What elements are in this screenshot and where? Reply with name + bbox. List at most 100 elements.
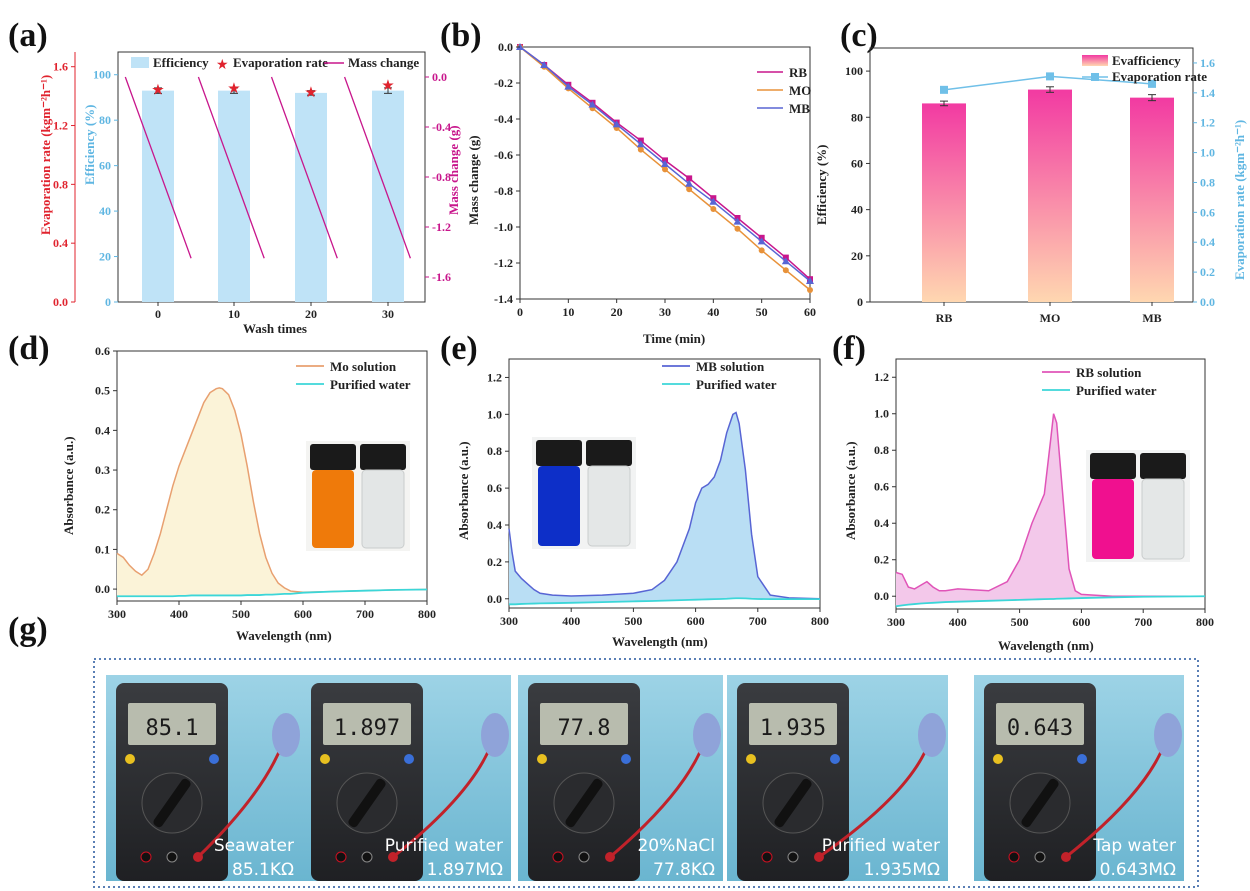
legend-b-label: MO [789,83,811,98]
select-button [125,754,135,764]
chart-b: 0.0 -0.2 -0.4 -0.6 -0.8 -1.0 -1.2 -1.4 0 10 20 30 40… [466,40,816,346]
panel-label-b: (b) [440,17,482,54]
hold-button [1077,754,1087,764]
panel-label-d: (d) [8,330,50,367]
chart-e-ytick-label: 0.6 [487,481,502,495]
legend-c-eff-swatch [1082,55,1108,66]
axis-a-evap-ytick-label: 1.6 [53,60,68,74]
chart-c-ytick-label: 20 [851,249,863,263]
chart-f-xtick-label: 400 [949,615,967,629]
chart-d-ytick-label: 0.1 [95,542,110,556]
legend-label: MB solution [696,359,765,374]
chart-d-ytick-label: 0.4 [95,423,110,437]
multimeter-readout: 1.897 [334,716,400,741]
chart-c-ytick-label: 0 [857,295,863,309]
chart-c-right-ytick-label: 0.8 [1200,175,1215,189]
panel-label-e: (e) [440,330,478,367]
chart-f-ytick-label: 1.2 [874,370,889,384]
chart-d-xtick-label: 300 [108,607,126,621]
select-button [746,754,756,764]
caption-resistance: 85.1KΩ [232,860,294,880]
probe-wire [196,744,284,859]
series-line-water [895,595,1206,608]
multimeter-photo: 85.1 Seawater 85.1KΩ [106,675,302,881]
absorbance-area [117,387,427,597]
chart-f-ytick-label: 0.6 [874,480,889,494]
evaporation-point: ★ [382,77,394,92]
probe-wire [392,744,493,859]
chart-f-xtick-label: 300 [887,615,905,629]
axis-a-mass-ytick-label: -1.2 [432,220,451,234]
data-point-MB [757,237,766,245]
mass-change-line [343,76,411,259]
data-point-MO [782,267,789,274]
probe-wire [609,744,705,859]
chart-d-ytick-label: 0.3 [95,463,110,477]
multimeter-photo: 1.935 Purified water 1.935MΩ [727,675,948,881]
legend-a-evap: Evaporation rate [233,55,328,70]
panel-label-a: (a) [8,17,48,54]
chart-a-ylabel-mass: Mass change (g) [446,125,461,215]
efficiency-bar [922,103,966,302]
panel-g-border [93,658,1199,888]
evaporation-point [1046,72,1054,81]
chart-b-xtick-label: 50 [756,305,768,319]
chart-f-frame [895,358,1206,610]
axis-a-eff-ytick-label: 80 [99,113,111,127]
chart-d-xtick-label: 500 [232,607,250,621]
evaporation-point [1148,79,1156,88]
multimeter-screen [996,703,1084,745]
panel-label-g: (g) [8,611,48,648]
series-line-solution [895,413,1205,597]
chart-c: 0 20 40 60 80 100 0.0 0.2 0.4 0.6 0.8 1.0 1.2 1.4 1.6… [814,47,1247,325]
chart-b-ytick-label: -0.6 [494,148,513,162]
hold-button [621,754,631,764]
chart-a-ylabel-evap: Evaporation rate (kgm⁻²h⁻¹) [38,75,53,235]
chart-d-ytick-label: 0.5 [95,384,110,398]
caption-resistance: 1.935MΩ [864,860,940,880]
data-point-MB [540,61,549,68]
axis-a-mass-ytick-label: -0.4 [432,120,451,134]
series-line-solution [508,411,821,600]
probe-jack [578,851,590,863]
vial-cap [360,444,406,470]
series-line-water [117,588,428,598]
chart-c-ylabel: Efficiency (%) [814,144,829,225]
legend-label: Purified water [1076,383,1157,398]
dial-knob [1021,778,1059,828]
axis-a-eff-ytick-label: 60 [99,159,111,173]
multimeter-screen [540,703,628,745]
legend-b-label: RB [789,65,807,80]
multimeter-photo: 1.897 Purified water 1.897MΩ [301,675,511,881]
chart-b-ytick-label: -1.2 [494,256,513,270]
legend-b-label: MB [789,101,810,116]
legend-a-mass: Mass change [348,55,419,70]
caption-sample: 20%NaCl [637,836,715,856]
data-point-MB [685,179,694,187]
probe-jack [1034,851,1046,863]
chart-a-xlabel: Wash times [243,321,307,336]
chart-a-xtick-label: 10 [228,307,240,321]
legend-label: Mo solution [330,359,397,374]
chart-b-ytick-label: -1.4 [494,292,513,306]
chart-b-ytick-label: -1.0 [494,220,513,234]
chart-b-xtick-label: 10 [562,305,574,319]
chart-f-ytick-label: 0.2 [874,553,889,567]
chart-c-ytick-label: 60 [851,156,863,170]
data-point-MB [781,257,790,265]
legend-c-evap-marker [1091,73,1099,81]
chart-e-xlabel: Wavelength (nm) [612,634,708,649]
mass-change-line [124,76,192,259]
data-point-MB [612,120,621,128]
probe-jack [761,851,773,863]
hold-button [209,754,219,764]
chart-e-xtick-label: 300 [500,614,518,628]
vial-cap [1090,453,1136,479]
chart-c-ytick-label: 40 [851,203,863,217]
efficiency-bar [1028,89,1072,303]
chart-d-ytick-label: 0.0 [95,582,110,596]
chart-a-ylabel-eff: Efficiency (%) [82,104,97,185]
